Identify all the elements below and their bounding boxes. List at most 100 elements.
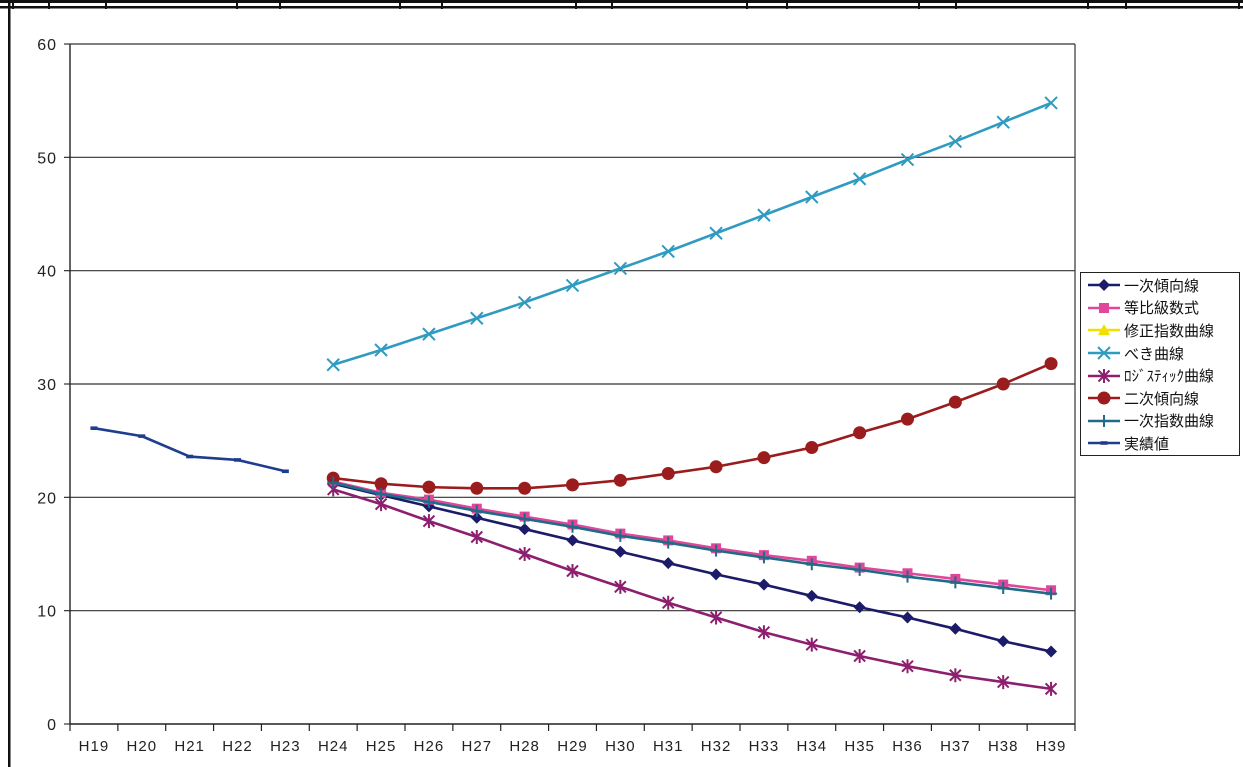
table-cell-divider xyxy=(611,0,613,9)
quadratic-trend-marker xyxy=(566,478,579,492)
exponential-curve-marker xyxy=(518,512,531,525)
power-curve-marker xyxy=(661,244,675,259)
exponential-curve-marker xyxy=(662,536,675,549)
legend-marker xyxy=(1100,441,1108,446)
legend-swatch xyxy=(1088,324,1120,336)
x-tick-label: H29 xyxy=(557,738,588,755)
power-curve-marker xyxy=(326,358,340,372)
geometric-series-line xyxy=(332,480,1052,592)
linear-trend-marker xyxy=(1045,645,1058,658)
legend-marker xyxy=(1097,346,1111,360)
table-top-border xyxy=(0,0,1243,3)
exponential-curve-marker xyxy=(997,582,1010,594)
x-tick-label: H34 xyxy=(797,738,828,755)
exponential-curve-marker xyxy=(1045,587,1058,600)
logistic-curve-marker xyxy=(853,649,866,663)
table-cell-divider xyxy=(786,0,788,9)
power-curve-marker xyxy=(565,278,580,293)
quadratic-trend-marker xyxy=(853,426,867,440)
power-curve-marker xyxy=(805,190,819,204)
power-curve-marker xyxy=(852,172,867,186)
exponential-curve-line xyxy=(332,481,1052,595)
x-tick-label: H21 xyxy=(174,738,205,755)
legend-marker xyxy=(1099,302,1109,313)
logistic-curve-series xyxy=(327,482,1058,696)
exponential-curve-marker xyxy=(805,558,818,571)
axes-and-grid: 0 10 20 30 40 50 60 H19 H20 H21 H22 H23 H24 H25 H26 H27… xyxy=(37,37,1076,755)
legend-label: 修正指数曲線 xyxy=(1124,321,1215,340)
x-tick-label: H39 xyxy=(1036,738,1067,755)
linear-trend-marker xyxy=(470,511,483,524)
table-cell-divider xyxy=(441,0,443,9)
exponential-curve-marker xyxy=(327,476,340,489)
linear-trend-marker xyxy=(805,589,818,602)
quadratic-trend-marker xyxy=(470,481,484,495)
legend-item-logistic-curve: ﾛｼﾞｽﾃｨｯｸ曲線 xyxy=(1087,364,1239,387)
geometric-series-series xyxy=(328,476,1057,596)
power-curve-marker xyxy=(948,134,963,149)
logistic-curve-marker xyxy=(997,675,1010,690)
quadratic-trend-marker xyxy=(1044,357,1058,371)
x-tick-label: H38 xyxy=(988,738,1019,755)
legend-label: 一次傾向線 xyxy=(1124,276,1200,295)
legend-swatch xyxy=(1088,302,1120,313)
scan-edge-line xyxy=(8,0,11,767)
exponential-curve-marker xyxy=(757,551,770,564)
exponential-curve-marker xyxy=(949,576,962,589)
legend-swatch xyxy=(1088,368,1120,383)
x-tick-label: H26 xyxy=(414,738,445,755)
logistic-curve-marker xyxy=(614,579,627,594)
quadratic-trend-marker xyxy=(948,395,962,409)
logistic-curve-marker xyxy=(709,610,723,625)
power-curve-marker xyxy=(422,327,436,341)
legend-label: 等比級数式 xyxy=(1124,299,1200,318)
legend-marker xyxy=(1098,414,1110,427)
y-tick-label: 30 xyxy=(37,377,57,394)
x-tick-label: H19 xyxy=(79,738,110,755)
actual-values-marker xyxy=(281,469,289,474)
linear-trend-marker xyxy=(710,568,723,581)
logistic-curve-marker xyxy=(518,547,531,561)
x-tick-label: H27 xyxy=(462,738,493,755)
legend-item-actual-values: 実績値 xyxy=(1087,432,1239,455)
x-tick-label: H23 xyxy=(270,738,301,755)
exponential-curve-marker xyxy=(710,544,723,557)
linear-trend-marker xyxy=(566,534,579,547)
y-tick-label: 0 xyxy=(47,717,57,734)
legend-swatch xyxy=(1088,441,1120,446)
legend: 一次傾向線 等比級数式 修正指数曲線 べき曲線 ﾛｼﾞｽﾃｨｯｸ曲線 二次傾向線 一次指数曲… xyxy=(1080,272,1240,456)
quadratic-trend-marker xyxy=(805,440,819,454)
legend-item-linear-trend: 一次傾向線 xyxy=(1087,274,1239,297)
actual-values-series xyxy=(90,426,289,474)
legend-marker xyxy=(1097,391,1111,405)
quadratic-trend-marker xyxy=(374,477,388,491)
actual-values-marker xyxy=(138,434,146,438)
table-cell-divider xyxy=(399,0,401,9)
legend-label: ﾛｼﾞｽﾃｨｯｸ曲線 xyxy=(1124,367,1215,386)
linear-trend-marker xyxy=(757,578,770,591)
table-bottom-border xyxy=(0,6,1243,9)
x-tick-label: H28 xyxy=(509,738,540,755)
legend-item-power-curve: べき曲線 xyxy=(1087,342,1239,365)
logistic-curve-marker xyxy=(901,659,914,674)
quadratic-trend-line xyxy=(333,362,1052,490)
quadratic-trend-marker xyxy=(901,412,914,426)
power-curve-marker xyxy=(900,152,915,167)
quadratic-trend-marker xyxy=(518,481,532,495)
legend-swatch xyxy=(1088,279,1120,292)
x-tick-label: H35 xyxy=(844,738,875,755)
legend-swatch xyxy=(1088,346,1120,360)
power-curve-marker xyxy=(470,311,484,325)
logistic-curve-marker xyxy=(1044,681,1058,696)
table-cell-divider xyxy=(1238,0,1240,9)
logistic-curve-marker xyxy=(566,564,579,578)
table-cell-divider xyxy=(955,0,957,9)
table-cell-divider xyxy=(746,0,748,9)
actual-values-line xyxy=(93,426,286,473)
power-curve-marker xyxy=(517,295,532,310)
x-tick-label: H24 xyxy=(318,738,349,755)
x-tick-label: H37 xyxy=(940,738,971,755)
legend-swatch xyxy=(1088,414,1120,427)
power-curve-series xyxy=(326,96,1058,372)
